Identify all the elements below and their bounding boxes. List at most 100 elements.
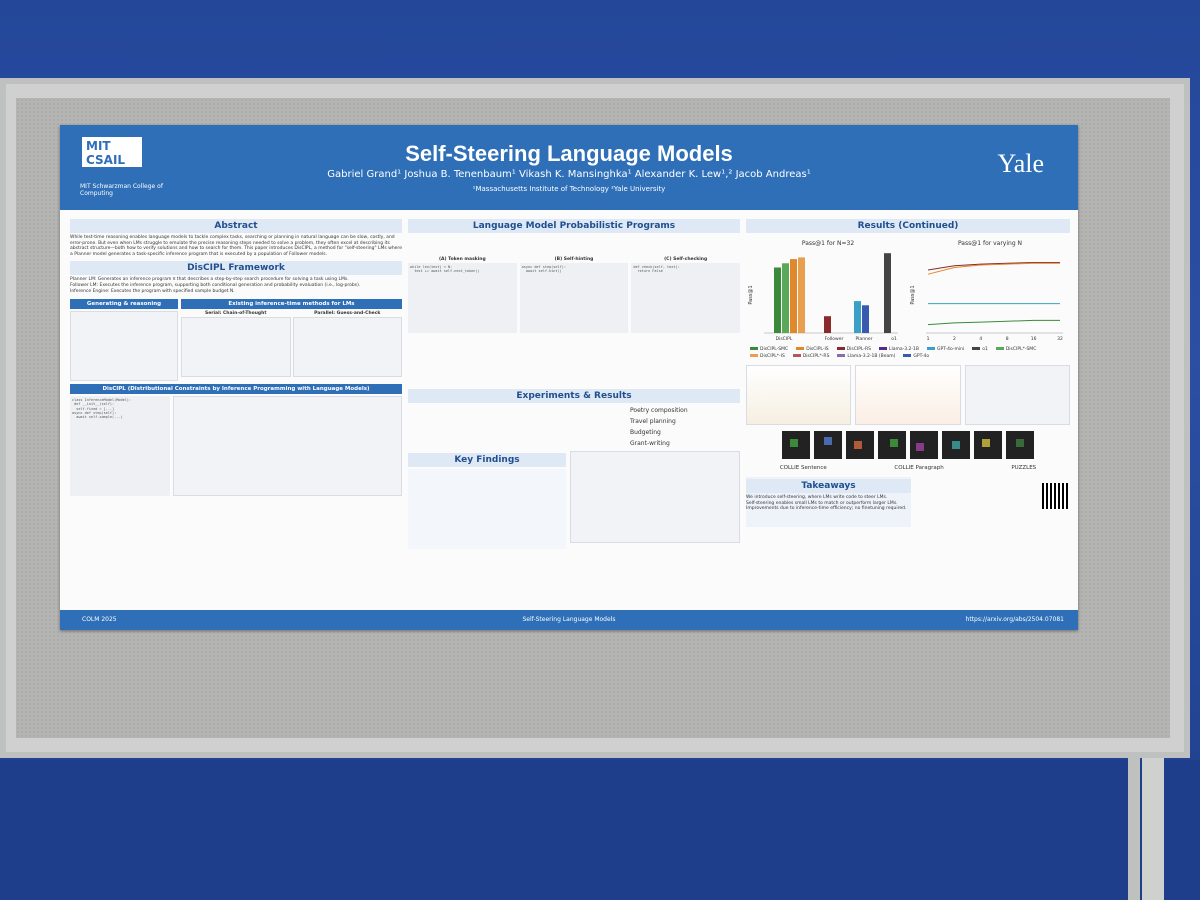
legend-entry: DisCIPL*-RS [792, 354, 829, 359]
task-grant: Grant-writing [630, 439, 670, 447]
bar-category-label: o1 [891, 336, 897, 342]
task-poetry: Poetry composition [630, 406, 688, 414]
abstract-heading: Abstract [70, 219, 402, 233]
planner-code-figure: class InferenceModel(Model): def __init_… [70, 396, 170, 497]
legend-swatch [878, 347, 887, 350]
token-masking-code: while len(text) < N: text += await self.… [408, 262, 517, 333]
legend-swatch [750, 354, 758, 357]
poster-header: MIT CSAIL MIT Schwarzman College of Comp… [60, 125, 1078, 210]
framework-item: Follower LM: Executes the inference prog… [70, 282, 361, 288]
serial-heading: Serial: Chain-of-Thought [205, 311, 267, 317]
legend-swatch [796, 347, 805, 350]
lmpp-text [408, 235, 740, 257]
legend-entry: DisCIPL*-IS [750, 354, 785, 359]
line-x-tick: 8 [1006, 336, 1009, 342]
self-checking-code: def check(self, text): return False [631, 262, 741, 333]
puzzle-thumbnail [910, 431, 938, 459]
legend-entry: DisCIPL-RS [836, 347, 871, 352]
line-chart-ylabel: Pass@1 [910, 285, 916, 304]
mit-csail-logo: MIT CSAIL [82, 137, 142, 167]
bar-discipl-is [798, 257, 805, 333]
legend-swatch [837, 354, 846, 357]
parallel-figure [292, 316, 402, 377]
poster-title: Self-Steering Language Models [405, 141, 733, 166]
line-x-tick: 4 [979, 336, 982, 342]
legend-swatch [792, 354, 801, 357]
task-budgeting: Budgeting [630, 428, 661, 436]
puzzle-thumbnail [974, 431, 1002, 459]
generating-figure [70, 311, 178, 382]
qr-code [1042, 483, 1068, 509]
label-collie-paragraph: COLLIE Paragraph [894, 465, 944, 471]
bar-gpt-4o [862, 305, 869, 333]
line-x-tick: 16 [1031, 336, 1037, 342]
label-collie-sentence: COLLIE Sentence [779, 465, 827, 471]
legend-entry: DisCIPL-IS [796, 347, 829, 352]
legend-entry: GPT-4o [903, 354, 929, 359]
legend-swatch [926, 347, 935, 350]
bar-chart-pass-n32: Pass@1 for N=32 Pass@1 DisCIPL Follower Pl… [748, 240, 898, 342]
legend-entry: DisCIPL*-SMC [995, 347, 1036, 352]
affiliations: ¹Massachusetts Institute of Technology ²… [472, 185, 666, 193]
legend-swatch [836, 347, 845, 350]
authors: Gabriel Grand¹ Joshua B. Tenenbaum¹ Vika… [327, 169, 811, 180]
bar-gpt-4o-mini [854, 301, 861, 333]
scaling-chart-middle [855, 365, 961, 425]
puzzle-thumbnail [814, 431, 842, 459]
abstract-text: While test-time reasoning enables langua… [70, 235, 402, 257]
results-heading: Results (Continued) [746, 219, 1070, 233]
chart-legend: DisCIPL-SMC DisCIPL-IS DisCIPL-RS Llama-3.2… [746, 345, 1070, 361]
footer-title: Self-Steering Language Models [522, 616, 616, 623]
bar-category-label: DisCIPL [776, 336, 793, 342]
generating-heading: Generating & reasoning [70, 299, 178, 310]
puzzle-thumbnail [1006, 431, 1034, 459]
key-findings-heading: Key Findings [408, 452, 566, 467]
disciple-banner: DisCIPL (Distributional Constraints by I… [70, 384, 402, 395]
legend-swatch [903, 354, 912, 357]
self-checking-label: (C) Self-checking [664, 257, 708, 262]
task-travel: Travel planning [630, 417, 676, 425]
line-chart-title: Pass@1 for varying N [958, 240, 1022, 247]
references [915, 477, 1036, 527]
lmpp-heading: Language Model Probabilistic Programs [408, 219, 740, 233]
legend-entry: Llama-3.2-1B [878, 347, 919, 352]
framework-item: Inference Engine: Executes the program w… [70, 288, 235, 294]
puzzle-thumbnail [782, 431, 810, 459]
bar-category-label: Planner [855, 336, 872, 342]
puzzle-thumbnail [846, 431, 874, 459]
framework-item: Planner LM: Generates an inference progr… [70, 277, 349, 283]
wall [0, 760, 1200, 900]
follower-diagram [173, 396, 402, 497]
bar-category-label: Follower [825, 336, 844, 342]
bar-llama-3-2-1b [824, 316, 831, 333]
bar-discipl-is [790, 259, 797, 333]
line-x-tick: 1 [927, 336, 930, 342]
bar-discipl-smc [782, 263, 789, 333]
legend-entry: o1 [972, 347, 988, 352]
line-x-tick: 2 [953, 336, 956, 342]
line-discipl-is [927, 262, 1060, 275]
takeaway-item: We introduce self-steering, where LMs wr… [746, 495, 888, 500]
bar-chart-title: Pass@1 for N=32 [802, 240, 854, 247]
existing-heading: Existing inference-time methods for LMs [181, 299, 402, 310]
legend-swatch [750, 347, 758, 350]
line-discipl-smc [927, 261, 1060, 271]
column-right: Results (Continued) Pass@1 for N=32 Pass… [746, 217, 1070, 608]
college-logo: MIT Schwarzman College of Computing [80, 183, 163, 197]
parallel-heading: Parallel: Guess-and-Check [314, 311, 381, 317]
serial-figure [181, 316, 291, 377]
experiments-heading: Experiments & Results [408, 388, 740, 403]
legend-swatch [972, 347, 981, 350]
legend-entry: DisCIPL-SMC [750, 347, 788, 352]
takeaway-item: Self-steering enables small LMs to match… [746, 500, 898, 506]
framework-heading: DisCIPL Framework [70, 261, 402, 276]
scaling-chart-right [964, 365, 1070, 425]
puzzle-thumbnail [878, 431, 906, 459]
experiments-text [408, 405, 626, 445]
inference-strategies-text [408, 337, 740, 387]
puzzle-thumbnail [942, 431, 970, 459]
bar-discipl-smc [774, 267, 781, 333]
legend-entry: GPT-4o-mini [926, 347, 964, 352]
takeaways-heading: Takeaways [746, 479, 911, 493]
line-x-tick: 32 [1057, 336, 1063, 342]
